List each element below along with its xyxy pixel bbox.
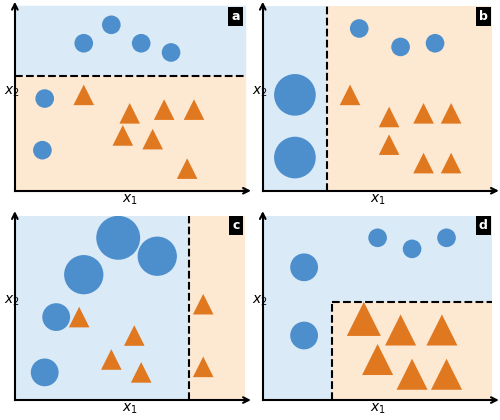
Point	[137, 369, 145, 376]
Point	[114, 234, 122, 241]
Point	[431, 40, 439, 47]
Bar	[15, 216, 190, 400]
Point	[75, 314, 83, 320]
Point	[447, 110, 455, 117]
Point	[80, 92, 88, 98]
Point	[160, 106, 168, 113]
Bar	[15, 6, 244, 76]
Point	[38, 147, 46, 154]
Point	[396, 327, 404, 333]
Point	[190, 106, 198, 113]
Bar	[327, 6, 492, 191]
Point	[291, 154, 299, 161]
Point	[119, 132, 127, 139]
Point	[360, 315, 368, 322]
Point	[40, 95, 48, 102]
Text: d: d	[479, 219, 488, 232]
Point	[300, 332, 308, 339]
Bar	[263, 6, 327, 191]
Point	[300, 264, 308, 270]
X-axis label: $x_1$: $x_1$	[122, 192, 138, 207]
Point	[40, 369, 48, 376]
Point	[438, 327, 446, 333]
Point	[199, 301, 207, 307]
Point	[442, 234, 450, 241]
Y-axis label: $x_2$: $x_2$	[252, 84, 268, 99]
Point	[447, 160, 455, 166]
Text: c: c	[232, 219, 240, 232]
Bar	[332, 216, 492, 302]
Point	[126, 110, 134, 117]
Point	[396, 44, 404, 50]
Point	[408, 246, 416, 252]
Point	[108, 356, 116, 363]
Point	[346, 92, 354, 98]
X-axis label: $x_1$: $x_1$	[122, 402, 138, 416]
Point	[80, 271, 88, 278]
X-axis label: $x_1$: $x_1$	[370, 402, 386, 416]
Point	[80, 40, 88, 47]
Point	[408, 371, 416, 378]
Bar	[190, 216, 244, 400]
Bar	[332, 302, 492, 400]
Point	[374, 234, 382, 241]
Point	[199, 363, 207, 370]
Bar	[15, 76, 244, 191]
Point	[154, 253, 162, 260]
Point	[130, 332, 138, 339]
Text: b: b	[479, 10, 488, 23]
Point	[385, 141, 393, 148]
Point	[108, 21, 116, 28]
Point	[183, 165, 191, 172]
Point	[148, 136, 156, 142]
Point	[374, 356, 382, 363]
Point	[420, 110, 428, 117]
Y-axis label: $x_2$: $x_2$	[4, 84, 20, 99]
Point	[167, 49, 175, 56]
Point	[291, 92, 299, 98]
Point	[355, 25, 363, 32]
Point	[52, 314, 60, 320]
Point	[385, 114, 393, 121]
Point	[137, 40, 145, 47]
Point	[442, 371, 450, 378]
Bar	[263, 216, 332, 400]
Y-axis label: $x_2$: $x_2$	[252, 294, 268, 308]
Text: a: a	[232, 10, 240, 23]
Point	[420, 160, 428, 166]
X-axis label: $x_1$: $x_1$	[370, 192, 386, 207]
Y-axis label: $x_2$: $x_2$	[4, 294, 20, 308]
